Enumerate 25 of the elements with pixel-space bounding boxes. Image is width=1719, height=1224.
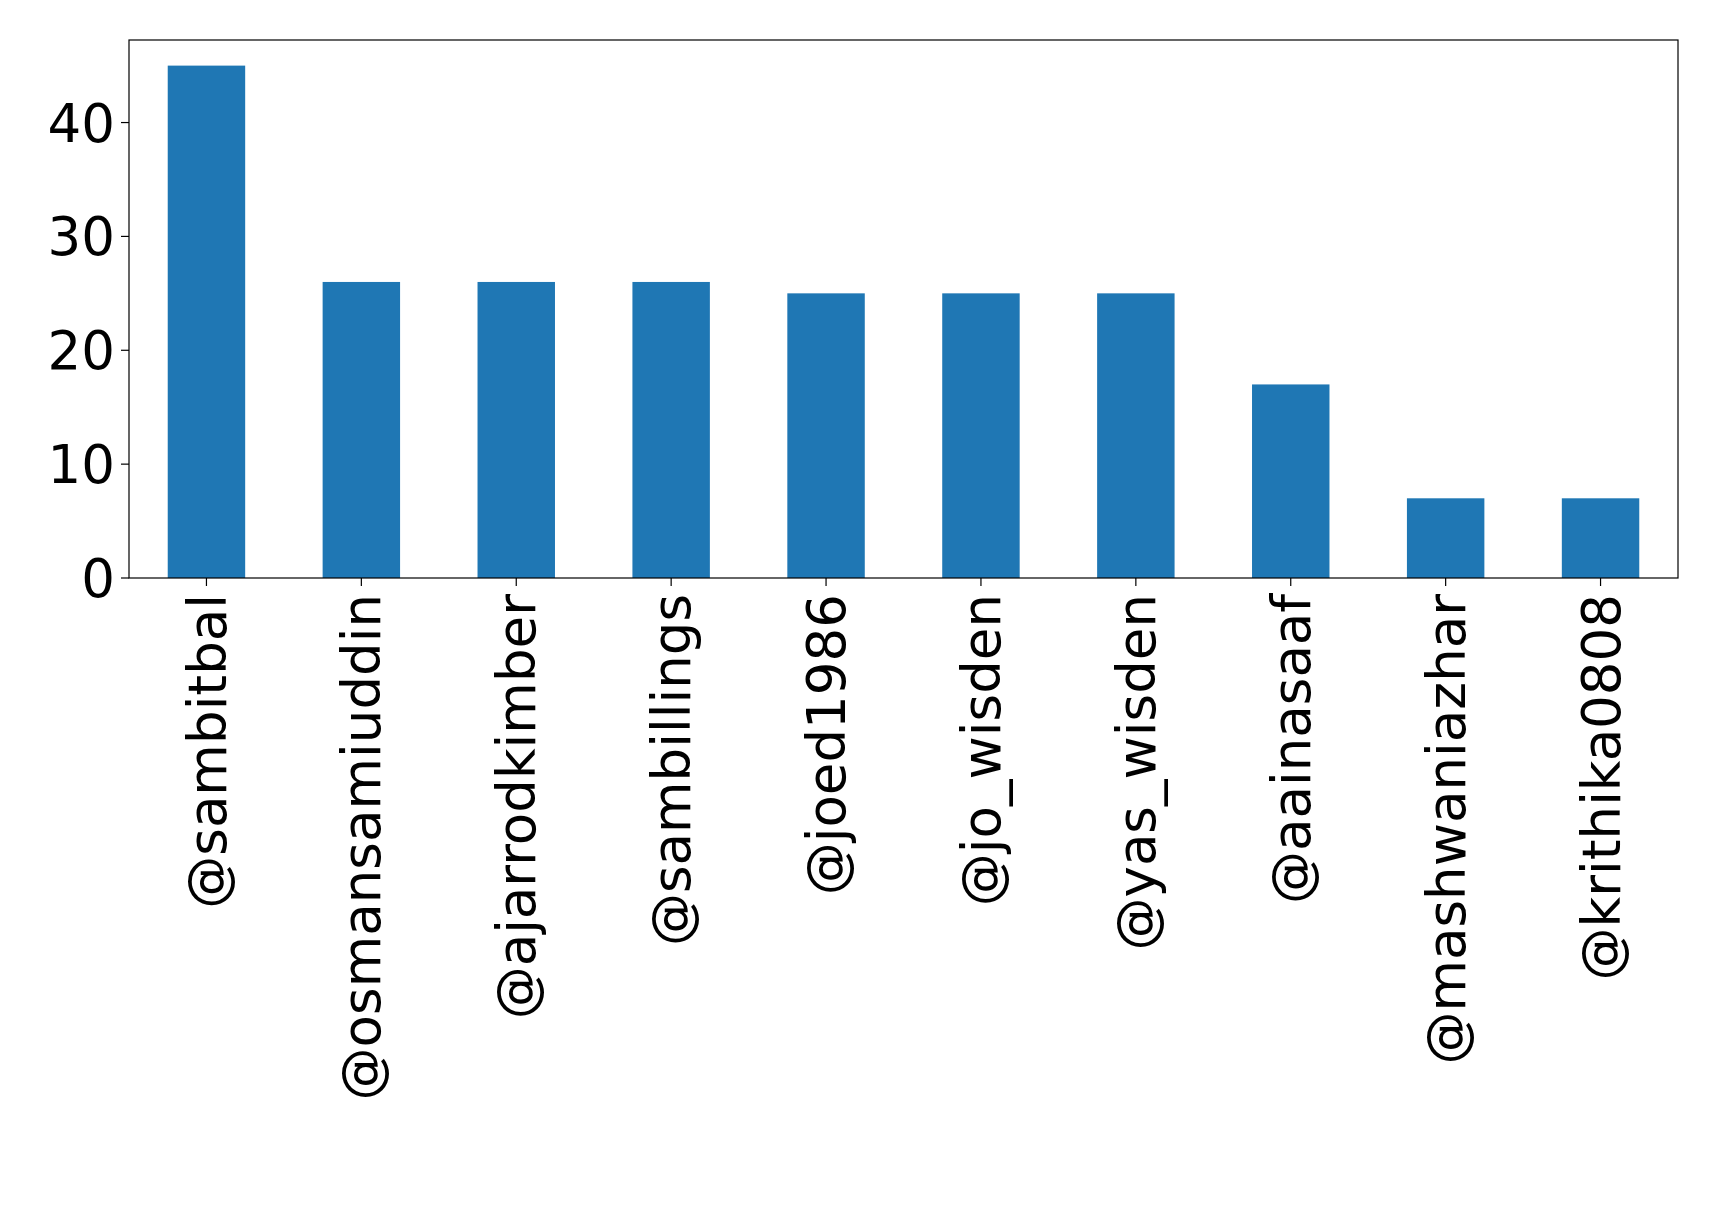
y-tick-label: 20	[47, 320, 115, 382]
bar	[322, 281, 401, 578]
x-tick-label: @yas_wisden	[1105, 594, 1168, 951]
y-tick-label: 40	[47, 92, 115, 154]
y-tick-label: 10	[47, 434, 115, 496]
bar	[632, 281, 710, 578]
x-tick-label: @aainasaaf	[1260, 592, 1322, 904]
bar	[1252, 384, 1330, 578]
x-tick-label: @krithika0808	[1570, 594, 1632, 981]
bar	[942, 293, 1020, 578]
bar	[1097, 293, 1175, 578]
y-tick-label: 30	[47, 206, 115, 268]
x-tick-label: @sambillings	[641, 594, 703, 947]
x-tick-label: @mashwaniazhar	[1415, 593, 1477, 1065]
x-tick-label: @sambitbal	[176, 594, 238, 909]
bar	[1406, 498, 1485, 578]
x-tick-label: @osmansamiuddin	[331, 594, 393, 1101]
bar	[787, 293, 865, 578]
bar	[167, 65, 246, 578]
x-tick-label: @ajarrodkimber	[486, 593, 548, 1020]
bar	[477, 281, 555, 578]
x-tick-label: @joed1986	[796, 594, 858, 896]
x-tick-label: @jo_wisden	[951, 594, 1014, 907]
bar	[1561, 498, 1640, 578]
y-tick-label: 0	[81, 548, 115, 610]
